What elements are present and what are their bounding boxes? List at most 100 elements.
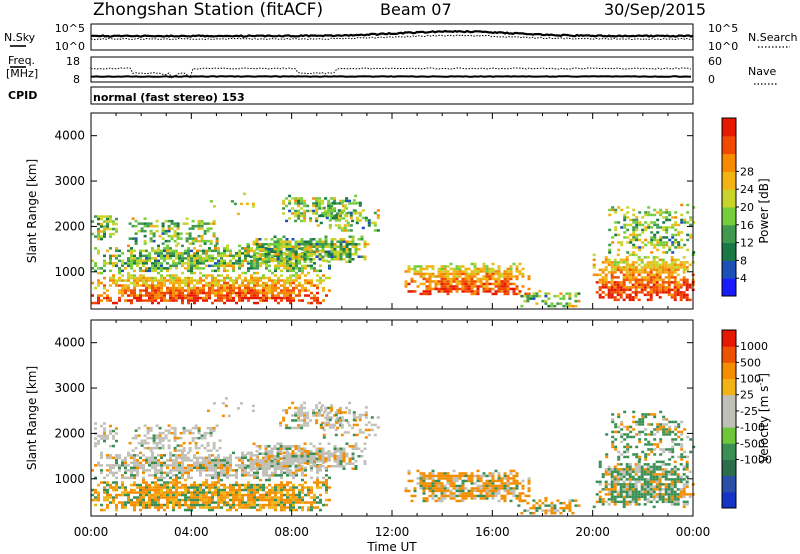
heatmap-cell [425, 277, 429, 281]
heatmap-cell [142, 498, 145, 502]
heatmap-cell [297, 426, 301, 430]
heatmap-cell [152, 224, 156, 228]
heatmap-cell [97, 215, 100, 218]
heatmap-cell [238, 249, 241, 253]
heatmap-cell [211, 249, 214, 253]
heatmap-cell [662, 236, 666, 239]
heatmap-cell [145, 254, 148, 258]
heatmap-cell [140, 441, 144, 445]
heatmap-cell [112, 279, 115, 282]
heatmap-cell [550, 506, 554, 510]
heatmap-cell [172, 474, 175, 477]
heatmap-cell [238, 254, 241, 258]
heatmap-cell [532, 499, 536, 502]
heatmap-cell [136, 483, 139, 487]
heatmap-cell [286, 469, 289, 472]
heatmap-cell [562, 297, 566, 300]
heatmap-cell [223, 276, 226, 280]
heatmap-cell [485, 484, 489, 488]
heatmap-cell [262, 464, 265, 467]
heatmap-cell [297, 416, 301, 420]
heatmap-cell [106, 454, 109, 457]
heatmap-cell [217, 274, 220, 277]
heatmap-cell [321, 250, 325, 253]
heatmap-cell [130, 299, 133, 302]
heatmap-cell [607, 296, 611, 299]
heatmap-cell [109, 235, 112, 238]
heatmap-cell [665, 208, 669, 212]
heatmap-cell [440, 290, 444, 293]
heatmap-cell [205, 299, 208, 302]
heatmap-cell [109, 424, 112, 428]
beam-label: Beam 07 [380, 0, 452, 19]
heatmap-cell [133, 259, 136, 263]
heatmap-cell [214, 464, 217, 467]
heatmap-cell [256, 503, 259, 507]
heatmap-cell [376, 216, 380, 220]
heatmap-cell [286, 276, 289, 280]
heatmap-cell [170, 227, 174, 230]
heatmap-cell [206, 449, 210, 452]
heatmap-cell [179, 436, 183, 440]
heatmap-cell [100, 434, 103, 438]
heatmap-cell [485, 275, 489, 278]
heatmap-cell [512, 287, 516, 291]
heatmap-cell [103, 286, 106, 290]
heatmap-cell [340, 226, 344, 230]
heatmap-cell [670, 271, 674, 274]
heatmap-cell [434, 282, 438, 286]
heatmap-cell [160, 254, 163, 258]
heatmap-cell [115, 464, 118, 467]
heatmap-cell [154, 498, 157, 502]
heatmap-cell [619, 293, 623, 297]
heatmap-cell [208, 284, 211, 287]
heatmap-cell [169, 276, 172, 280]
heatmap-cell [339, 421, 343, 425]
heatmap-cell [425, 285, 429, 288]
heatmap-cell [244, 466, 247, 470]
heatmap-cell [109, 471, 112, 475]
heatmap-cell [160, 469, 163, 472]
heatmap-cell [194, 239, 198, 243]
heatmap-cell [181, 459, 184, 462]
heatmap-cell [154, 474, 157, 477]
heatmap-cell [160, 267, 163, 270]
heatmap-cell [616, 288, 620, 292]
noise-right-tick-top: 10^5 [708, 22, 738, 35]
heatmap-cell [679, 286, 683, 289]
heatmap-cell [319, 269, 322, 273]
heatmap-cell [172, 481, 175, 484]
heatmap-cell [277, 503, 280, 507]
heatmap-cell [306, 243, 310, 246]
heatmap-cell [276, 240, 280, 243]
heatmap-cell [470, 285, 474, 288]
heatmap-cell [521, 484, 525, 488]
heatmap-cell [295, 264, 298, 268]
heatmap-cell [301, 461, 304, 465]
heatmap-cell [643, 276, 647, 279]
heatmap-cell [181, 469, 184, 472]
heatmap-cell [196, 252, 199, 255]
heatmap-cell [235, 301, 238, 305]
heatmap-cell [285, 258, 289, 261]
heatmap-cell [115, 247, 118, 250]
heatmap-cell [274, 496, 277, 499]
heatmap-cell [280, 254, 283, 258]
heatmap-cell [679, 296, 683, 299]
heatmap-cell [226, 464, 229, 467]
heatmap-cell [259, 478, 262, 482]
heatmap-cell [638, 223, 642, 227]
heatmap-cell [333, 197, 337, 200]
heatmap-cell [121, 252, 124, 255]
heatmap-cell [316, 478, 319, 482]
heatmap-cell [352, 199, 356, 202]
heatmap-cell [256, 294, 259, 297]
heatmap-cell [676, 266, 680, 269]
heatmap-cell [130, 503, 133, 507]
heatmap-cell [235, 286, 238, 290]
heatmap-cell [655, 276, 659, 279]
heatmap-cell [611, 206, 615, 209]
heatmap-cell [289, 262, 292, 265]
heatmap-cell [190, 294, 193, 297]
heatmap-cell [336, 455, 340, 458]
